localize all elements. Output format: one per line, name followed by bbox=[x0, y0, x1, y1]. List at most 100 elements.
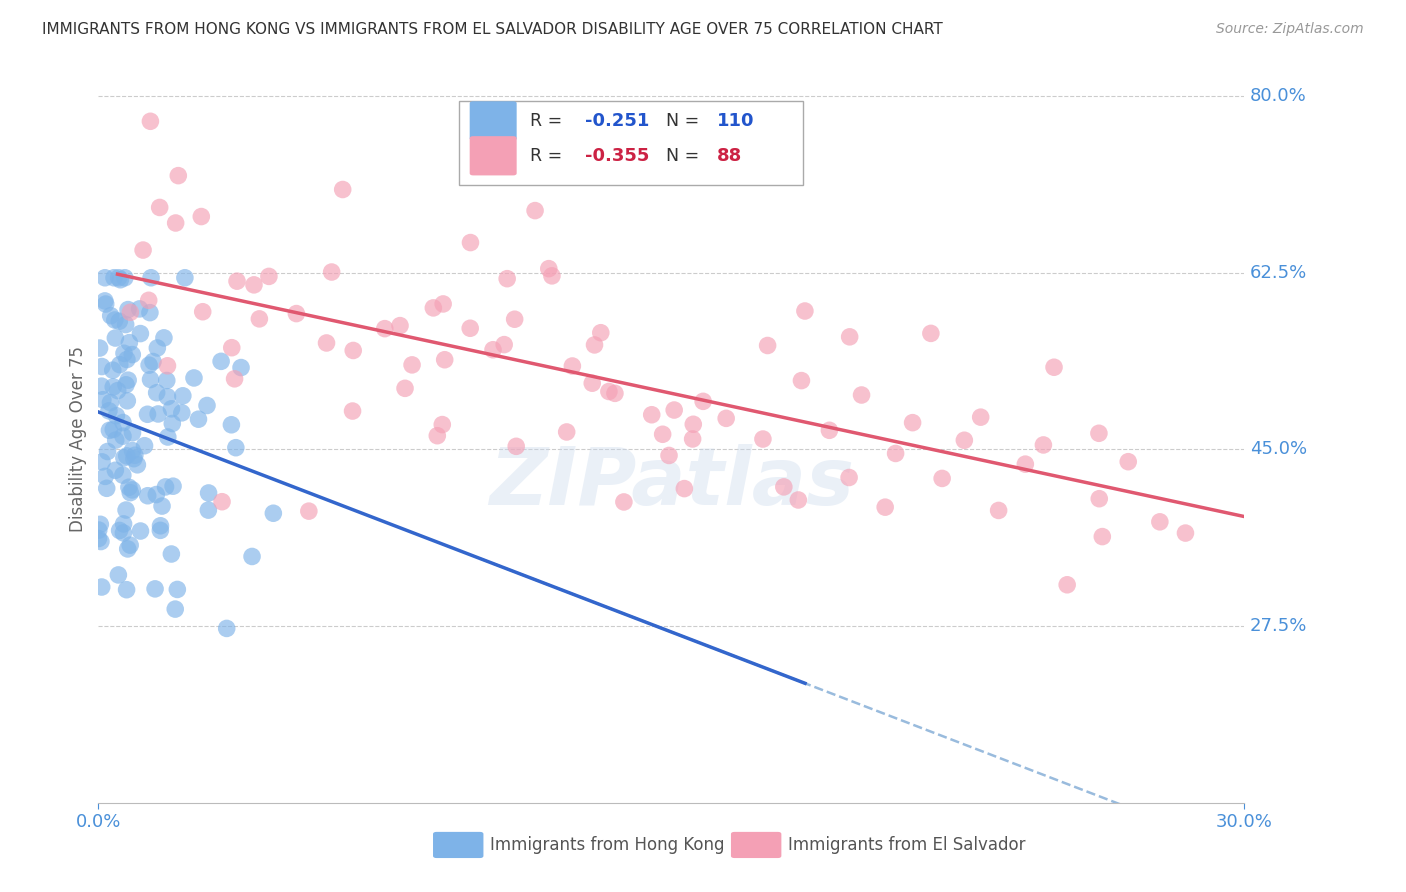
Text: -0.251: -0.251 bbox=[585, 112, 650, 130]
Point bbox=[107, 270, 129, 285]
Point bbox=[422, 301, 444, 315]
Point bbox=[673, 482, 696, 496]
Point bbox=[89, 341, 111, 355]
Point bbox=[1056, 578, 1078, 592]
Text: N =: N = bbox=[665, 147, 704, 165]
Point bbox=[134, 439, 156, 453]
Point bbox=[117, 393, 139, 408]
Point bbox=[166, 582, 188, 597]
Point bbox=[115, 449, 138, 463]
Point bbox=[1088, 491, 1111, 506]
Point bbox=[129, 524, 152, 538]
Point bbox=[103, 380, 125, 394]
Point bbox=[150, 499, 173, 513]
Point bbox=[89, 517, 111, 532]
Point bbox=[94, 293, 117, 308]
Point bbox=[172, 389, 194, 403]
Point bbox=[96, 481, 118, 495]
Point bbox=[145, 487, 167, 501]
Point bbox=[884, 446, 907, 460]
Point bbox=[101, 363, 124, 377]
Point bbox=[108, 524, 131, 538]
Point bbox=[115, 377, 138, 392]
Point bbox=[98, 423, 121, 437]
Point bbox=[156, 390, 179, 404]
Text: R =: R = bbox=[530, 112, 568, 130]
Point bbox=[1174, 526, 1197, 541]
Point bbox=[114, 318, 136, 332]
Point bbox=[209, 354, 232, 368]
Point bbox=[142, 354, 165, 368]
Point bbox=[756, 338, 779, 352]
Point bbox=[162, 417, 184, 431]
Point bbox=[226, 274, 249, 288]
Point bbox=[156, 430, 179, 444]
Text: 62.5%: 62.5% bbox=[1250, 264, 1308, 282]
Text: ZIPatlas: ZIPatlas bbox=[489, 444, 853, 522]
Point bbox=[298, 504, 321, 518]
Point bbox=[104, 463, 127, 477]
Point bbox=[752, 432, 775, 446]
Point bbox=[247, 311, 270, 326]
Point bbox=[190, 210, 212, 224]
Point bbox=[108, 358, 131, 372]
Point bbox=[224, 372, 246, 386]
Point bbox=[145, 385, 167, 400]
Point bbox=[589, 326, 612, 340]
Text: 110: 110 bbox=[717, 112, 755, 130]
Point bbox=[285, 307, 308, 321]
Point bbox=[108, 314, 131, 328]
Point bbox=[555, 425, 578, 439]
Point bbox=[692, 394, 714, 409]
Point bbox=[682, 432, 704, 446]
Point bbox=[149, 518, 172, 533]
Point bbox=[107, 568, 129, 582]
Point bbox=[315, 335, 337, 350]
Point bbox=[97, 404, 120, 418]
Point bbox=[496, 271, 519, 285]
Point bbox=[321, 265, 343, 279]
Point bbox=[120, 485, 142, 500]
Point bbox=[139, 114, 162, 128]
Point bbox=[1091, 530, 1114, 544]
Point bbox=[111, 429, 134, 443]
Point bbox=[953, 434, 976, 448]
Text: 80.0%: 80.0% bbox=[1250, 87, 1306, 105]
Point bbox=[118, 335, 141, 350]
Point bbox=[146, 407, 169, 421]
Point bbox=[195, 399, 218, 413]
Point bbox=[139, 270, 162, 285]
Point bbox=[221, 417, 243, 432]
Point bbox=[138, 293, 160, 308]
Point bbox=[229, 360, 252, 375]
Point bbox=[503, 312, 526, 326]
Point bbox=[389, 318, 412, 333]
Point bbox=[603, 386, 626, 401]
Point bbox=[167, 169, 190, 183]
Point bbox=[714, 411, 737, 425]
Point bbox=[221, 341, 243, 355]
Point bbox=[170, 406, 193, 420]
Point bbox=[432, 297, 454, 311]
Point bbox=[598, 384, 620, 399]
Point bbox=[658, 449, 681, 463]
Point bbox=[257, 269, 280, 284]
FancyBboxPatch shape bbox=[460, 102, 803, 185]
Point bbox=[225, 441, 247, 455]
Point bbox=[537, 261, 560, 276]
Point bbox=[91, 455, 114, 469]
Point bbox=[931, 471, 953, 485]
Point bbox=[139, 305, 162, 319]
Text: N =: N = bbox=[665, 112, 704, 130]
Point bbox=[524, 203, 547, 218]
Point bbox=[482, 343, 505, 357]
Point bbox=[641, 408, 664, 422]
Text: -0.355: -0.355 bbox=[585, 147, 650, 165]
Point bbox=[581, 376, 603, 391]
Point bbox=[240, 549, 263, 564]
Point bbox=[132, 243, 155, 257]
Point bbox=[818, 423, 841, 437]
Point bbox=[505, 439, 527, 453]
Text: R =: R = bbox=[530, 147, 568, 165]
Point bbox=[1088, 426, 1111, 441]
